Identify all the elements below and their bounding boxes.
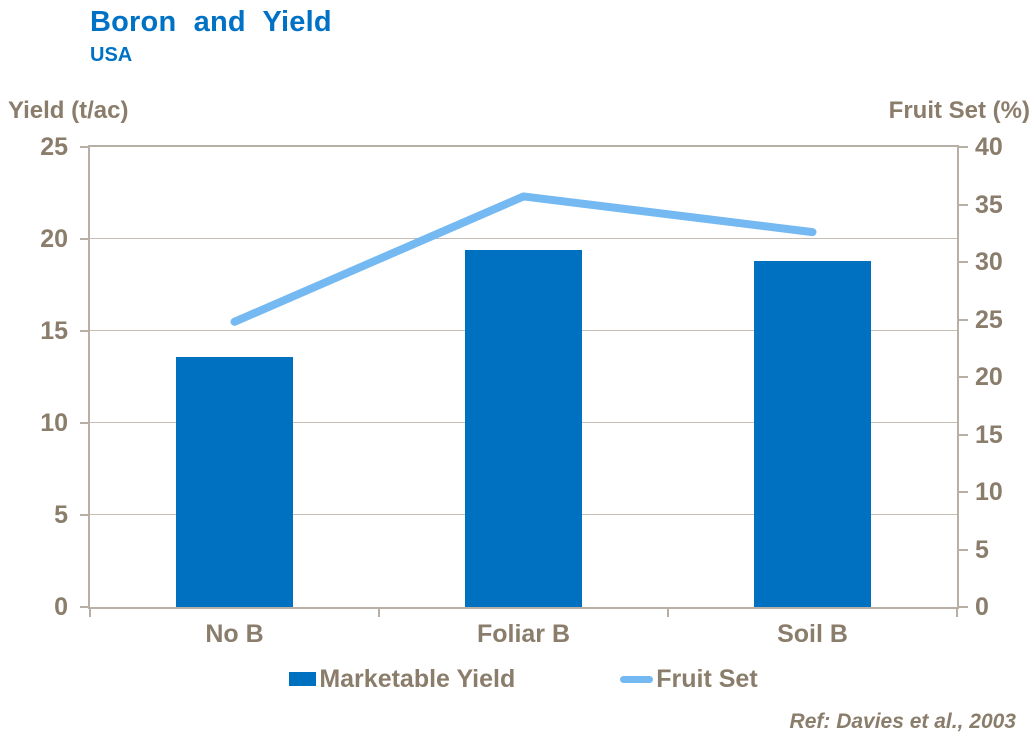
axis-tick: [956, 609, 958, 617]
fruit-set-line: [230, 192, 817, 326]
axis-tick: [89, 609, 91, 617]
bar-foliar-b: [465, 250, 582, 607]
left-axis-tick-label: 0: [54, 593, 68, 621]
gridline: [90, 238, 957, 239]
right-axis-tick-label: 10: [975, 478, 1003, 506]
legend: Marketable Yield Fruit Set: [90, 662, 957, 696]
axis-tick: [80, 422, 90, 424]
left-axis-tick-label: 5: [54, 501, 68, 529]
axis-tick: [959, 318, 968, 321]
legend-item-fruit-set: Fruit Set: [620, 664, 758, 694]
axis-tick: [80, 606, 90, 608]
axis-tick: [959, 376, 968, 378]
category-label-soil-b: Soil B: [777, 620, 848, 648]
axis-tick: [80, 146, 90, 148]
left-axis-tick-label: 20: [40, 225, 68, 253]
axis-tick: [378, 609, 380, 617]
right-axis-tick-label: 15: [975, 420, 1003, 449]
legend-label-marketable-yield: Marketable Yield: [319, 664, 516, 693]
axis-tick: [80, 238, 90, 240]
chart-subtitle: USA: [90, 44, 133, 66]
right-axis-title: Fruit Set (%): [888, 97, 1030, 124]
axis-tick: [959, 548, 968, 551]
right-axis-tick-label: 40: [975, 133, 1003, 161]
reference-note: Ref: Davies et al., 2003: [789, 710, 1016, 733]
line-swatch-icon: [620, 675, 654, 683]
right-axis-tick-label: 0: [975, 593, 989, 621]
axis-tick: [959, 261, 968, 263]
bar-no-b: [176, 356, 293, 607]
bar-swatch-icon: [289, 672, 317, 686]
right-axis-tick-label: 25: [975, 305, 1003, 334]
right-axis-tick-label: 35: [975, 190, 1003, 219]
axis-tick: [959, 203, 968, 206]
axis-tick: [80, 514, 90, 516]
right-axis-tick-label: 20: [975, 363, 1003, 391]
axis-tick: [959, 146, 968, 148]
left-axis-title: Yield (t/ac): [8, 97, 129, 124]
right-axis-tick-label: 5: [975, 535, 989, 564]
plot-area: [88, 145, 959, 609]
axis-tick: [959, 491, 968, 493]
category-label-foliar-b: Foliar B: [476, 620, 571, 648]
legend-label-fruit-set: Fruit Set: [656, 664, 758, 693]
chart-title: Boron and Yield: [90, 6, 332, 38]
legend-item-marketable-yield: Marketable Yield: [289, 665, 515, 694]
bar-soil-b: [754, 261, 871, 607]
axis-tick: [80, 330, 90, 332]
axis-tick: [667, 609, 669, 617]
left-axis-tick-label: 15: [40, 317, 68, 345]
left-axis-tick-label: 25: [40, 133, 68, 161]
axis-tick: [959, 606, 968, 608]
category-label-no-b: No B: [205, 620, 264, 648]
left-axis-tick-label: 10: [40, 409, 68, 437]
right-axis-tick-label: 30: [975, 248, 1003, 276]
axis-tick: [959, 433, 968, 436]
